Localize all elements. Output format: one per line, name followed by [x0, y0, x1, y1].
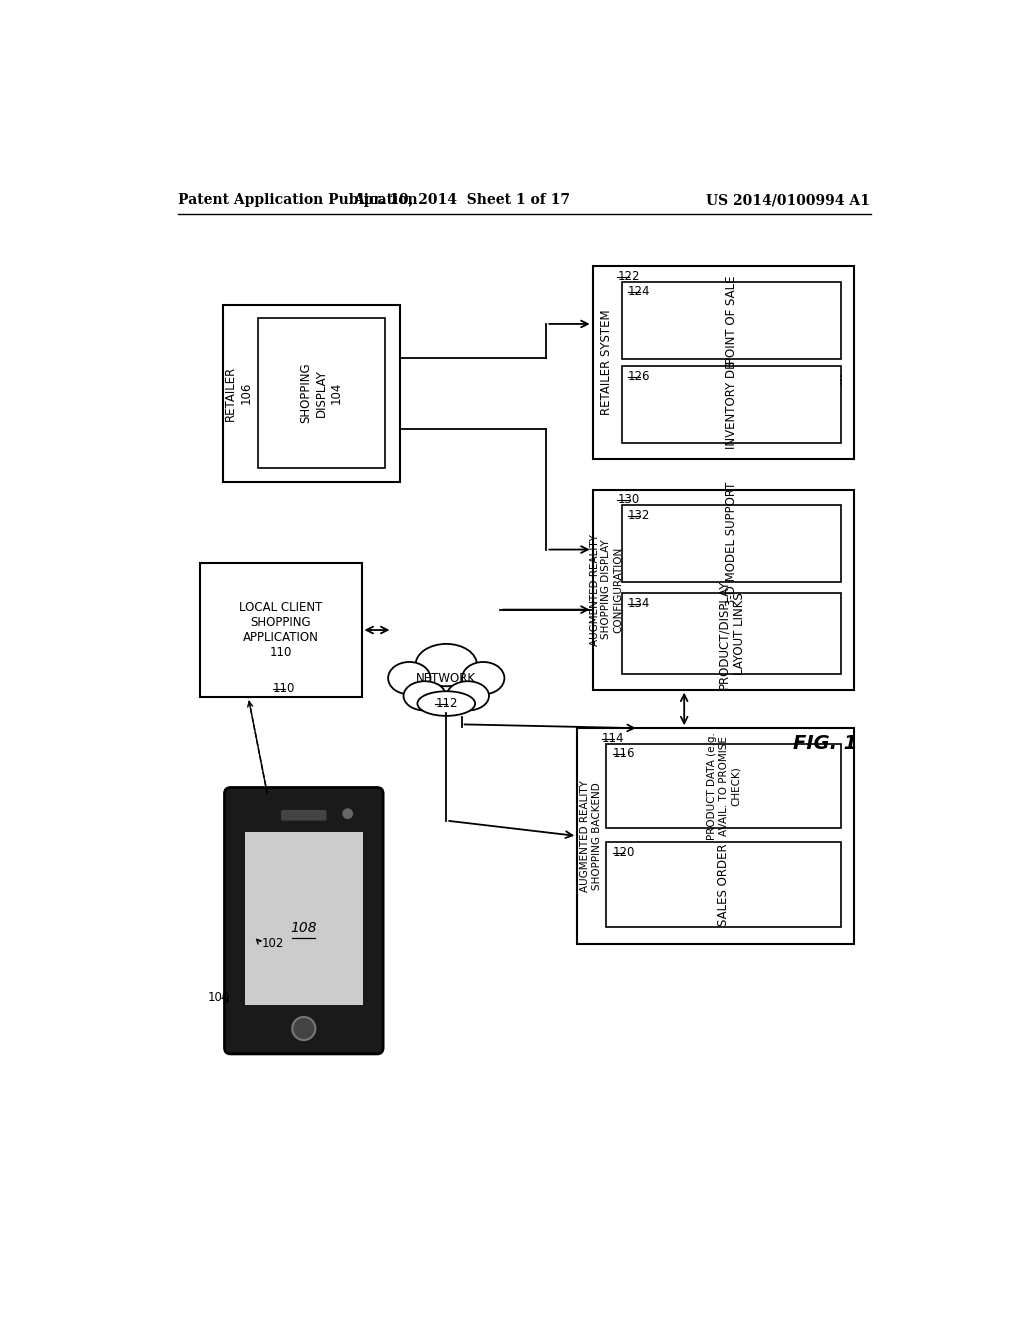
Text: Patent Application Publication: Patent Application Publication [178, 193, 418, 207]
Text: 108: 108 [291, 921, 317, 936]
Text: 112: 112 [435, 697, 458, 710]
Bar [578, 729, 854, 944]
Bar [606, 842, 842, 927]
Bar [258, 318, 385, 469]
Text: AUGMENTED REALITY
SHOPPING DISPLAY
CONFIGURATION: AUGMENTED REALITY SHOPPING DISPLAY CONFI… [590, 533, 623, 645]
Text: 102: 102 [261, 937, 284, 950]
Text: FIG. 1: FIG. 1 [793, 734, 857, 754]
Bar [593, 490, 854, 689]
Text: ...: ... [830, 371, 845, 384]
Text: INVENTORY DB: INVENTORY DB [725, 360, 738, 449]
Text: 134: 134 [628, 598, 650, 610]
Bar [622, 594, 842, 675]
Circle shape [342, 808, 353, 818]
Text: 122: 122 [617, 271, 640, 282]
Bar [200, 562, 361, 697]
Text: SALES ORDER: SALES ORDER [718, 843, 730, 925]
Text: RETAILER SYSTEM: RETAILER SYSTEM [600, 310, 613, 416]
Circle shape [292, 1016, 315, 1040]
Text: LOCAL CLIENT
SHOPPING
APPLICATION
110: LOCAL CLIENT SHOPPING APPLICATION 110 [239, 601, 323, 659]
Text: 126: 126 [628, 370, 650, 383]
Bar [606, 743, 842, 829]
Text: POINT OF SALE: POINT OF SALE [725, 276, 738, 364]
Text: 124: 124 [628, 285, 650, 298]
FancyBboxPatch shape [282, 810, 327, 821]
Text: 132: 132 [628, 508, 650, 521]
Bar [622, 506, 842, 582]
Text: SHOPPING
DISPLAY
104: SHOPPING DISPLAY 104 [300, 363, 343, 424]
Text: 130: 130 [617, 494, 639, 507]
Bar [622, 281, 842, 359]
Bar [223, 305, 400, 482]
Ellipse shape [462, 663, 505, 694]
Ellipse shape [446, 681, 489, 710]
FancyBboxPatch shape [224, 788, 383, 1053]
Ellipse shape [388, 663, 430, 694]
Bar [622, 367, 842, 444]
Text: US 2014/0100994 A1: US 2014/0100994 A1 [706, 193, 869, 207]
Text: Apr. 10, 2014  Sheet 1 of 17: Apr. 10, 2014 Sheet 1 of 17 [353, 193, 570, 207]
Text: 114: 114 [602, 733, 625, 744]
Text: 116: 116 [612, 747, 635, 760]
Text: 110: 110 [273, 682, 295, 696]
Text: RETAILER
106: RETAILER 106 [224, 366, 252, 421]
Bar [593, 267, 854, 459]
Text: PRODUCT/DISPLAY
LAYOUT LINKS: PRODUCT/DISPLAY LAYOUT LINKS [718, 579, 745, 689]
Text: 120: 120 [612, 846, 635, 859]
Text: 100: 100 [208, 991, 229, 1005]
Ellipse shape [403, 681, 445, 710]
Text: NETWORK: NETWORK [417, 672, 476, 685]
Text: AUGMENTED REALITY
SHOPPING BACKEND: AUGMENTED REALITY SHOPPING BACKEND [581, 780, 602, 892]
Text: 3-D MODEL SUPPORT: 3-D MODEL SUPPORT [725, 482, 738, 606]
Ellipse shape [416, 644, 477, 686]
Ellipse shape [418, 692, 475, 715]
Text: PRODUCT DATA (e.g.
AVAIL. TO PROMISE
CHECK): PRODUCT DATA (e.g. AVAIL. TO PROMISE CHE… [708, 733, 740, 840]
Bar [245, 832, 364, 1006]
